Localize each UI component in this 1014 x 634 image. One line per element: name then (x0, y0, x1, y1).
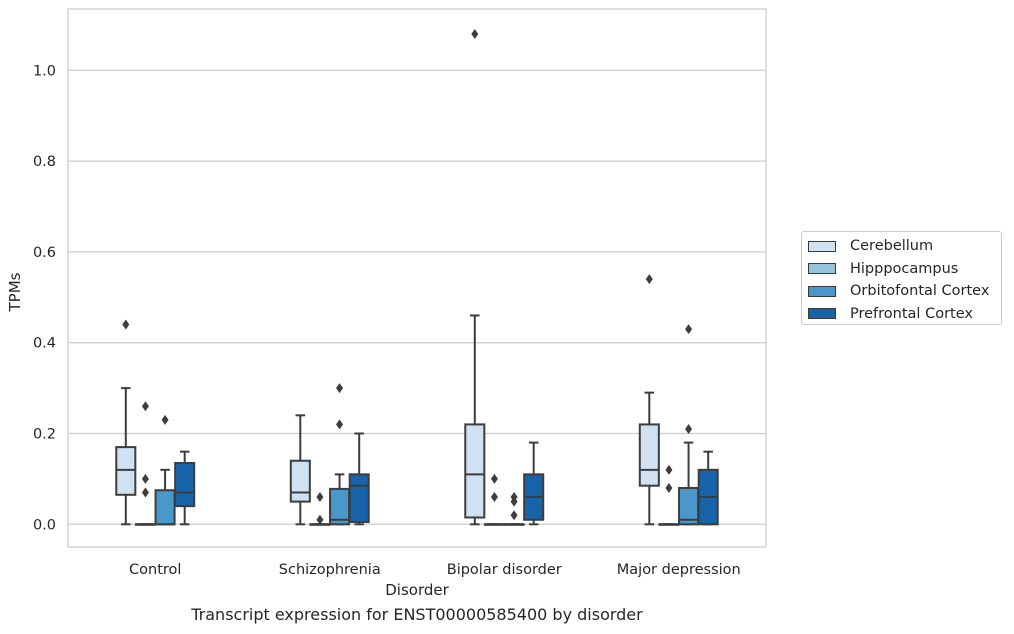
legend: Cerebellum Hipppocampus Orbitofontal Corte… (801, 231, 1002, 325)
y-tick-label: 0.2 (33, 426, 56, 442)
box-cerebellum (638, 274, 660, 526)
x-tick-label: Schizophrenia (279, 562, 381, 578)
box-orbitofontal-cortex (678, 324, 700, 526)
outlier-point (141, 401, 149, 412)
box-orbitofontal-cortex (154, 414, 176, 526)
outlier-point (685, 324, 693, 335)
outlier-point (161, 414, 169, 425)
outlier-point (141, 473, 149, 484)
box-body (348, 473, 370, 524)
box-prefrontal-cortex (174, 450, 196, 526)
outlier-point (141, 487, 149, 498)
box-body (464, 423, 486, 519)
x-tick-label: Bipolar disorder (447, 562, 562, 578)
legend-label: Orbitofontal Cortex (850, 283, 990, 299)
outlier-point (510, 492, 518, 503)
box-orbitofontal-cortex (329, 383, 351, 526)
box-body (154, 489, 176, 526)
y-tick-label: 0.6 (33, 245, 56, 261)
x-axis-label: Disorder (385, 581, 449, 599)
plot-area-frame (67, 8, 767, 548)
box-cerebellum (289, 414, 311, 526)
y-gridlines (68, 69, 766, 525)
y-axis-label: TPMs (6, 272, 24, 312)
legend-swatch (808, 240, 836, 252)
box-hipppocampus (134, 401, 156, 526)
legend-swatch (808, 308, 836, 319)
box-body (174, 462, 196, 508)
box-body (115, 446, 137, 496)
box-body (289, 459, 311, 503)
y-tick-label: 0.4 (33, 336, 56, 352)
box-hipppocampus (483, 473, 505, 526)
outlier-point (665, 482, 673, 493)
outlier-point (490, 473, 498, 484)
box-hipppocampus (658, 464, 680, 526)
legend-item: Cerebellum (808, 237, 933, 255)
outlier-point (122, 319, 130, 330)
box-prefrontal-cortex (523, 441, 545, 526)
legend-swatch (808, 263, 836, 274)
outlier-point (685, 423, 693, 434)
box-cerebellum (464, 28, 486, 526)
legend-item: Orbitofontal Cortex (808, 282, 989, 300)
box-hipppocampus (309, 492, 331, 526)
outlier-point (336, 383, 344, 394)
outlier-point (645, 274, 653, 285)
outlier-point (490, 492, 498, 503)
box-prefrontal-cortex (697, 450, 719, 526)
box-prefrontal-cortex (348, 432, 370, 526)
box-body (638, 423, 660, 487)
legend-label: Cerebellum (850, 238, 934, 254)
x-tick-label: Control (129, 562, 181, 578)
figure-caption: Transcript expression for ENST0000058540… (191, 605, 643, 624)
legend-swatch (808, 285, 836, 297)
outlier-point (510, 510, 518, 521)
box-plot-marks (115, 28, 719, 526)
y-tick-label: 0.8 (33, 154, 56, 170)
y-tick-label: 1.0 (33, 63, 56, 79)
outlier-point (471, 28, 479, 39)
box-cerebellum (115, 319, 137, 526)
y-tick-label: 0.0 (33, 517, 56, 533)
outlier-point (316, 514, 324, 525)
legend-item: Prefrontal Cortex (808, 305, 973, 323)
box-orbitofontal-cortex (503, 492, 525, 526)
axes: 0.0 0.2 0.4 0.6 0.8 1.0 Control Schizophrenia Bi… (33, 63, 741, 578)
legend-label: Hipppocampus (850, 260, 959, 277)
legend-item: Hipppocampus (808, 260, 958, 278)
outlier-point (316, 492, 324, 503)
x-tick-label: Major depression (617, 562, 741, 578)
outlier-point (665, 464, 673, 475)
legend-label: Prefrontal Cortex (850, 305, 973, 322)
outlier-point (336, 419, 344, 430)
